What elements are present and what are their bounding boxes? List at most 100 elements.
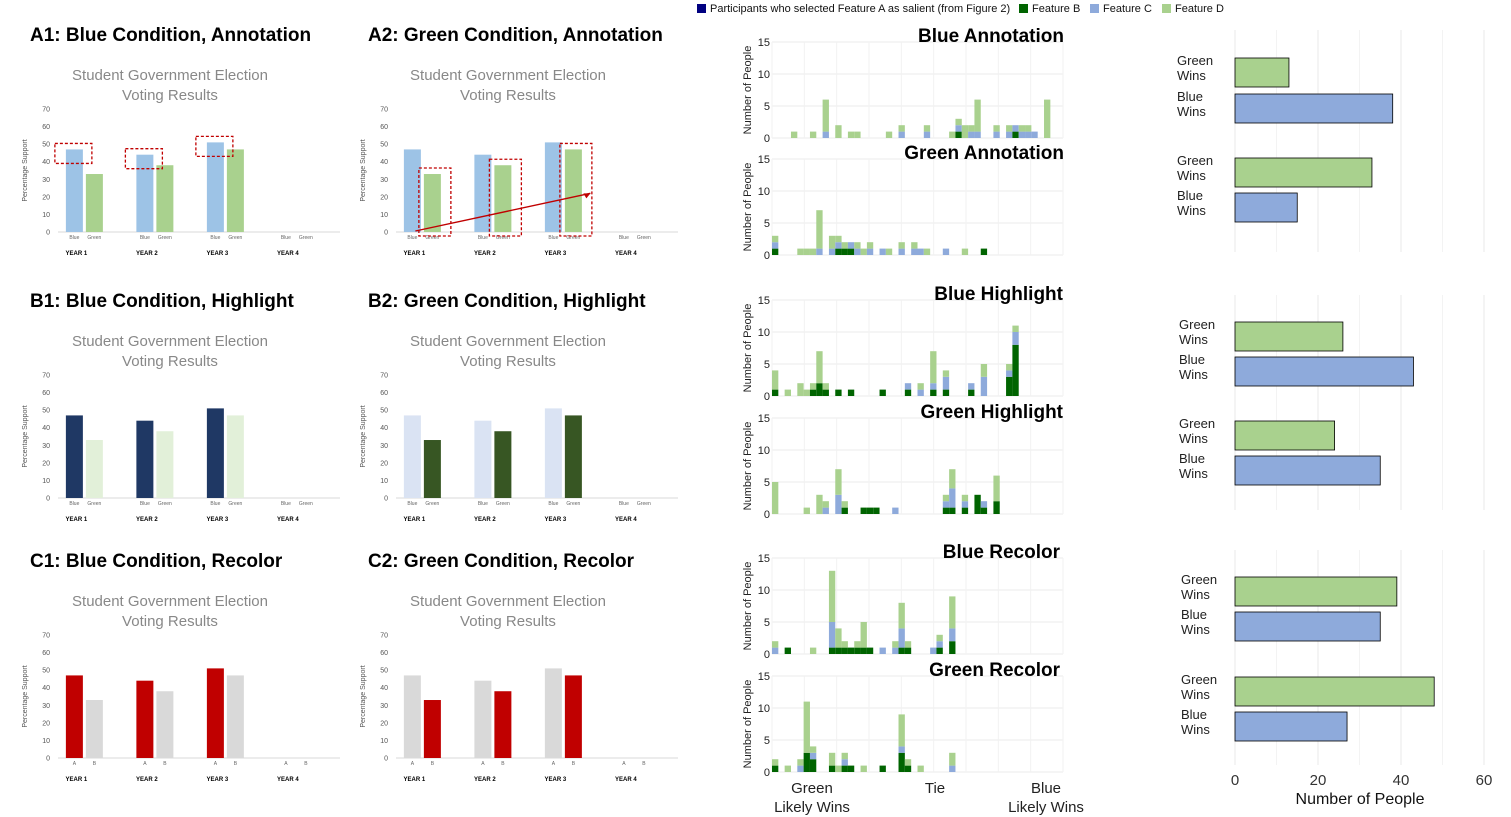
- summary-bar-blue: [1234, 455, 1381, 486]
- bar-label-line1: Blue: [1181, 707, 1207, 722]
- hist-segment-B: [835, 248, 842, 255]
- hist-segment-B: [961, 507, 969, 514]
- hist-segment-D: [917, 383, 924, 390]
- histogram-title: Green Recolor: [929, 660, 1061, 681]
- hist-segment-B: [968, 389, 975, 396]
- x-tick-label: 20: [1310, 772, 1327, 789]
- hist-segment-C: [854, 248, 861, 255]
- bar-label: Green: [425, 235, 439, 241]
- y-tick-label: 70: [380, 633, 388, 640]
- bar-label-line1: Green: [1179, 317, 1215, 332]
- summary-bar-blue: [1234, 356, 1414, 387]
- hist-segment-D: [974, 99, 981, 132]
- y-tick-label: 0: [764, 391, 770, 403]
- summary-bar-green: [1234, 57, 1290, 88]
- bar-label: B: [431, 761, 435, 767]
- hist-segment-B: [835, 389, 842, 396]
- hist-segment-D: [841, 752, 848, 760]
- hist-segment-B: [1006, 376, 1013, 396]
- hist-segment-D: [949, 469, 956, 489]
- hist-segment-B: [803, 752, 810, 772]
- hist-segment-D: [797, 248, 804, 255]
- bar-blue-3: [206, 408, 224, 498]
- histogram-title: Green Annotation: [904, 143, 1064, 164]
- legend-label-3: Feature D: [1175, 3, 1224, 15]
- y-tick-label: 10: [758, 703, 770, 715]
- bar-label: Green: [496, 235, 510, 241]
- bar-label: Green: [228, 235, 242, 241]
- legend-label-2: Feature C: [1103, 3, 1152, 15]
- chart-subtitle-line1: Student Government Election: [410, 593, 606, 610]
- summary-bar-green: [1234, 420, 1335, 451]
- hist-segment-B: [936, 647, 943, 654]
- bar-label-line2: Wins: [1179, 332, 1208, 347]
- hist-segment-B: [847, 765, 855, 772]
- hist-segment-C: [835, 494, 842, 514]
- bar-label: Green: [228, 501, 242, 507]
- hist-segment-D: [797, 759, 804, 766]
- chart-subtitle-line1: Student Government Election: [410, 333, 606, 350]
- bar-green-3: [564, 149, 582, 232]
- hist-segment-B: [854, 647, 861, 654]
- y-tick-label: 50: [42, 142, 50, 149]
- hist-segment-D: [822, 383, 829, 390]
- hist-segment-B: [904, 389, 912, 396]
- hist-segment-C: [974, 131, 981, 138]
- y-axis-label: Number of People: [742, 562, 754, 651]
- y-tick-label: 50: [380, 408, 388, 415]
- bar-label-line1: Green: [1181, 672, 1217, 687]
- hist-segment-D: [772, 482, 779, 514]
- hist-segment-D: [822, 99, 829, 132]
- hist-segment-D: [860, 622, 867, 648]
- category-label: YEAR 1: [404, 777, 426, 783]
- hist-segment-C: [816, 248, 823, 255]
- hist-segment-D: [803, 248, 810, 255]
- panel-A2: A2: Green Condition, Annotation Student G…: [360, 25, 678, 257]
- bar-label: Blue: [478, 501, 488, 507]
- annotation-box: [559, 142, 593, 237]
- hist-segment-C: [942, 376, 950, 390]
- hist-segment-C: [879, 647, 886, 654]
- hist-segment-D: [790, 131, 798, 138]
- y-tick-label: 10: [42, 478, 50, 485]
- hist-segment-C: [847, 242, 855, 249]
- hist-segment-D: [772, 235, 779, 243]
- hist-segment-B: [866, 507, 874, 514]
- y-axis-label: Percentage Support: [360, 405, 367, 467]
- y-tick-label: 0: [384, 496, 388, 503]
- hist-segment-D: [898, 602, 905, 629]
- bar-label-line2: Wins: [1179, 367, 1208, 382]
- y-tick-label: 15: [758, 413, 770, 425]
- y-tick-label: 0: [764, 250, 770, 262]
- hist-segment-C: [828, 248, 836, 255]
- hist-segment-D: [1044, 99, 1051, 138]
- hist-segment-D: [835, 628, 842, 648]
- summary-bar-charts: GreenWinsBlueWinsGreenWinsBlueWinsGreenW…: [1177, 30, 1492, 808]
- x-axis-title: Number of People: [1296, 791, 1425, 808]
- hist-segment-C: [835, 242, 842, 249]
- hist-segment-D: [854, 242, 861, 249]
- bar-label: A: [73, 761, 77, 767]
- summary-bar-blue: [1234, 93, 1394, 124]
- hist-segment-C: [1006, 131, 1013, 138]
- bar-label: Blue: [548, 501, 558, 507]
- y-tick-label: 40: [42, 685, 50, 692]
- chart-subtitle-line1: Student Government Election: [410, 67, 606, 84]
- bar-label: Green: [158, 235, 172, 241]
- hist-segment-C: [949, 765, 956, 772]
- y-tick-label: 0: [764, 509, 770, 521]
- bar-label-line2: Wins: [1181, 622, 1210, 637]
- legend: Participants who selected Feature A as s…: [697, 3, 1224, 15]
- hist-segment-D: [923, 248, 931, 255]
- y-tick-label: 30: [380, 443, 388, 450]
- hist-segment-D: [835, 235, 842, 243]
- bar-label-line2: Wins: [1181, 587, 1210, 602]
- summary-bar-blue: [1234, 192, 1298, 223]
- hist-segment-D: [961, 125, 969, 138]
- chart-subtitle-line2: Voting Results: [460, 613, 556, 630]
- annotation-box: [195, 135, 234, 158]
- y-tick-label: 40: [380, 159, 388, 166]
- hist-segment-D: [803, 389, 810, 396]
- bar-label: B: [642, 761, 646, 767]
